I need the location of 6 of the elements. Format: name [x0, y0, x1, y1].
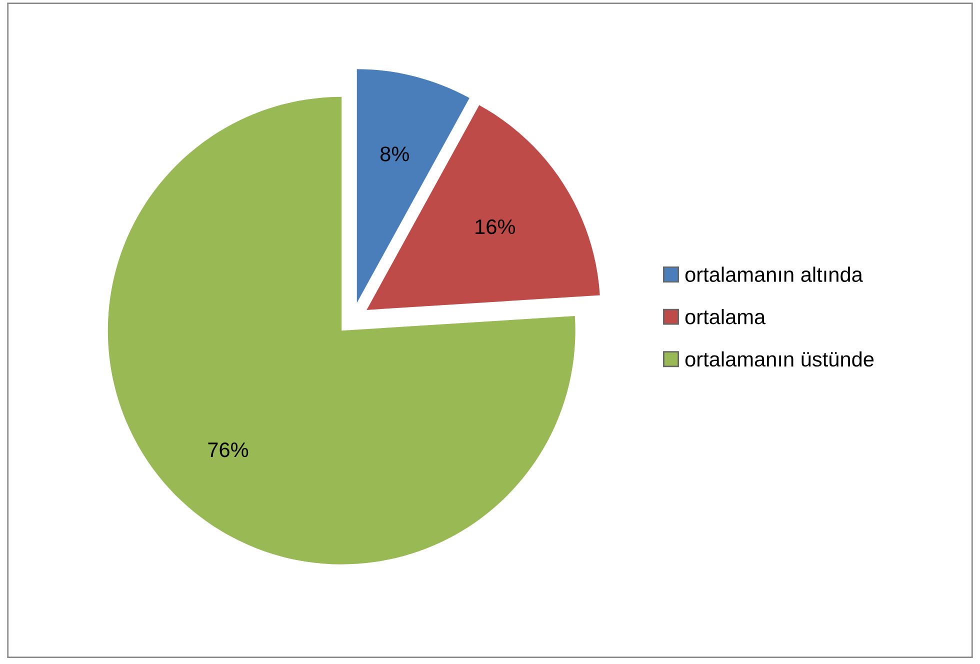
- legend-label: ortalamanın üstünde: [685, 351, 874, 367]
- data-label: 76%: [208, 442, 248, 458]
- data-label: 8%: [380, 146, 409, 162]
- legend-label: ortalamanın altında: [685, 266, 863, 282]
- data-label: 16%: [476, 219, 515, 234]
- legend-label: ortalama: [685, 309, 766, 324]
